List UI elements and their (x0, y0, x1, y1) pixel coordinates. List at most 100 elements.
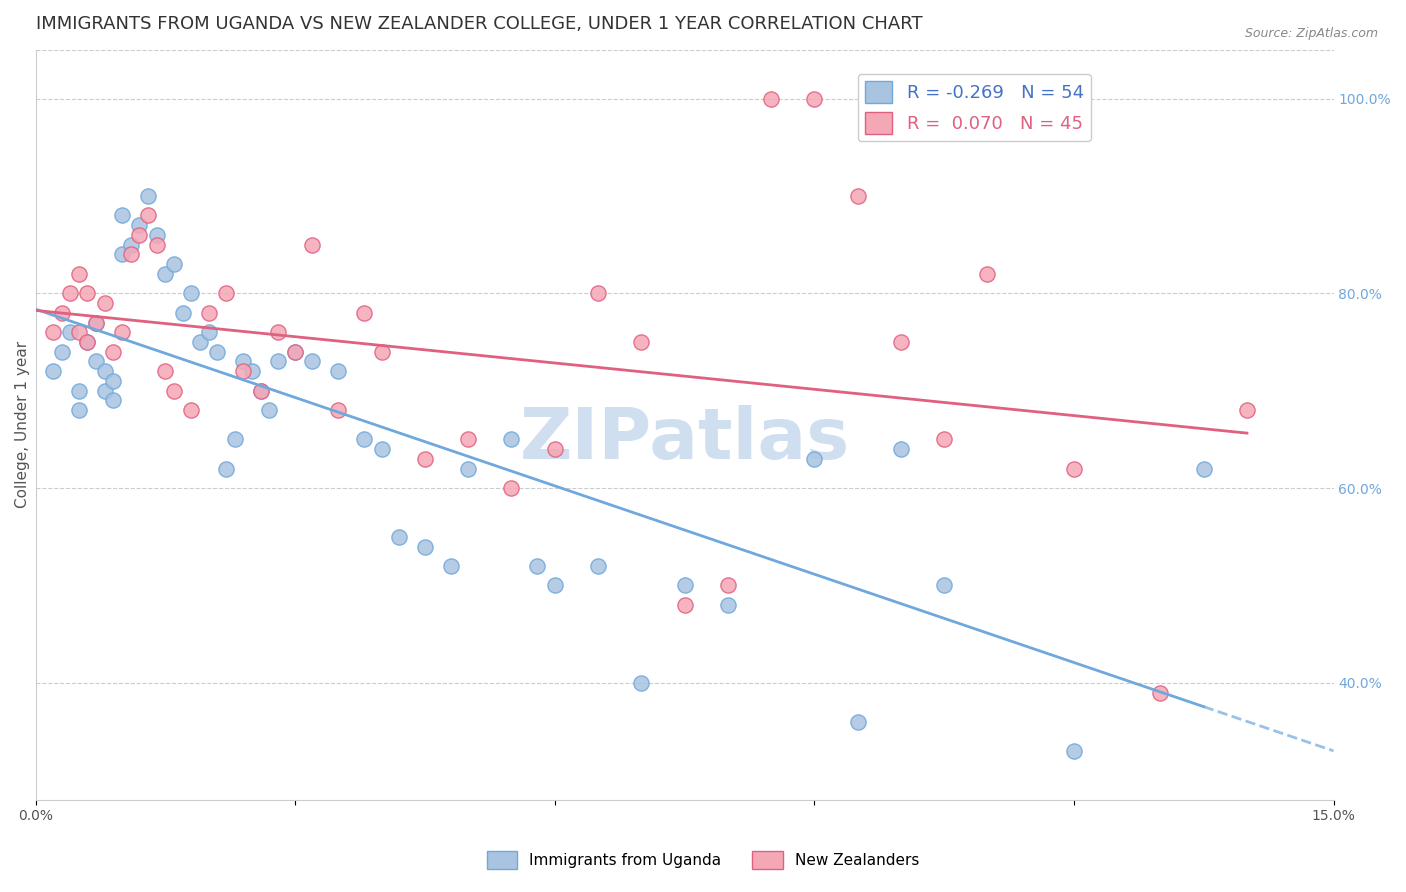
Point (544, 442, 567, 457)
Point (267, 354, 290, 368)
Point (353, 433, 375, 447)
Legend: R = -0.269   N = 54, R =  0.070   N = 45: R = -0.269 N = 54, R = 0.070 N = 45 (858, 74, 1091, 142)
Point (145, 227, 167, 242)
Point (976, 267, 998, 281)
Point (128, 218, 150, 232)
Point (284, 344, 307, 359)
Point (155, 364, 177, 378)
Point (180, 286, 202, 301)
Point (932, 433, 955, 447)
Point (224, 433, 246, 447)
Point (630, 334, 652, 349)
Point (188, 334, 211, 349)
Point (111, 208, 134, 222)
Point (84, 316, 107, 330)
Point (846, 714, 869, 729)
Point (84, 354, 107, 368)
Point (457, 433, 479, 447)
Point (67, 384, 90, 398)
Point (388, 530, 411, 544)
Point (59, 286, 82, 301)
Point (51, 344, 73, 359)
Point (257, 403, 280, 417)
Point (42, 326, 65, 340)
Text: ZIPatlas: ZIPatlas (519, 405, 849, 475)
Point (163, 257, 186, 271)
Point (544, 578, 567, 592)
Point (76, 334, 98, 349)
Text: Source: ZipAtlas.com: Source: ZipAtlas.com (1244, 27, 1378, 40)
Point (94, 384, 117, 398)
Point (59, 326, 82, 340)
Point (890, 442, 912, 457)
Point (136, 189, 159, 203)
Point (215, 286, 238, 301)
Point (51, 306, 73, 320)
Point (76, 286, 98, 301)
Point (76, 334, 98, 349)
Point (207, 344, 229, 359)
Point (846, 189, 869, 203)
Legend: Immigrants from Uganda, New Zealanders: Immigrants from Uganda, New Zealanders (481, 845, 925, 875)
Point (890, 334, 912, 349)
Point (717, 598, 740, 612)
Point (103, 374, 125, 388)
Point (586, 559, 609, 574)
Point (370, 344, 392, 359)
Point (155, 267, 177, 281)
Point (328, 403, 350, 417)
Point (630, 676, 652, 690)
Point (240, 364, 263, 378)
Point (180, 403, 202, 417)
Point (172, 306, 194, 320)
Point (67, 403, 90, 417)
Point (413, 540, 436, 554)
Point (301, 354, 323, 368)
Point (759, 91, 782, 105)
Y-axis label: College, Under 1 year: College, Under 1 year (15, 342, 30, 508)
Point (42, 364, 65, 378)
Point (249, 384, 271, 398)
Point (267, 326, 290, 340)
Point (328, 364, 350, 378)
Point (1063, 744, 1085, 758)
Point (501, 481, 523, 495)
Point (501, 433, 523, 447)
Point (103, 393, 125, 408)
Point (94, 364, 117, 378)
Point (215, 461, 238, 475)
Point (136, 208, 159, 222)
Point (232, 364, 254, 378)
Point (673, 578, 696, 592)
Point (163, 384, 186, 398)
Point (120, 237, 142, 252)
Point (197, 306, 219, 320)
Point (67, 326, 90, 340)
Point (67, 267, 90, 281)
Point (803, 91, 825, 105)
Point (413, 451, 436, 466)
Point (128, 227, 150, 242)
Point (717, 578, 740, 592)
Point (673, 598, 696, 612)
Point (232, 354, 254, 368)
Point (932, 578, 955, 592)
Point (526, 559, 548, 574)
Point (111, 326, 134, 340)
Point (586, 286, 609, 301)
Point (249, 384, 271, 398)
Point (440, 559, 463, 574)
Point (1236, 403, 1258, 417)
Point (111, 247, 134, 261)
Point (145, 237, 167, 252)
Point (197, 326, 219, 340)
Point (94, 296, 117, 310)
Point (457, 461, 479, 475)
Point (301, 237, 323, 252)
Point (1192, 461, 1215, 475)
Point (103, 344, 125, 359)
Point (370, 442, 392, 457)
Point (284, 344, 307, 359)
Point (120, 247, 142, 261)
Point (1149, 685, 1171, 699)
